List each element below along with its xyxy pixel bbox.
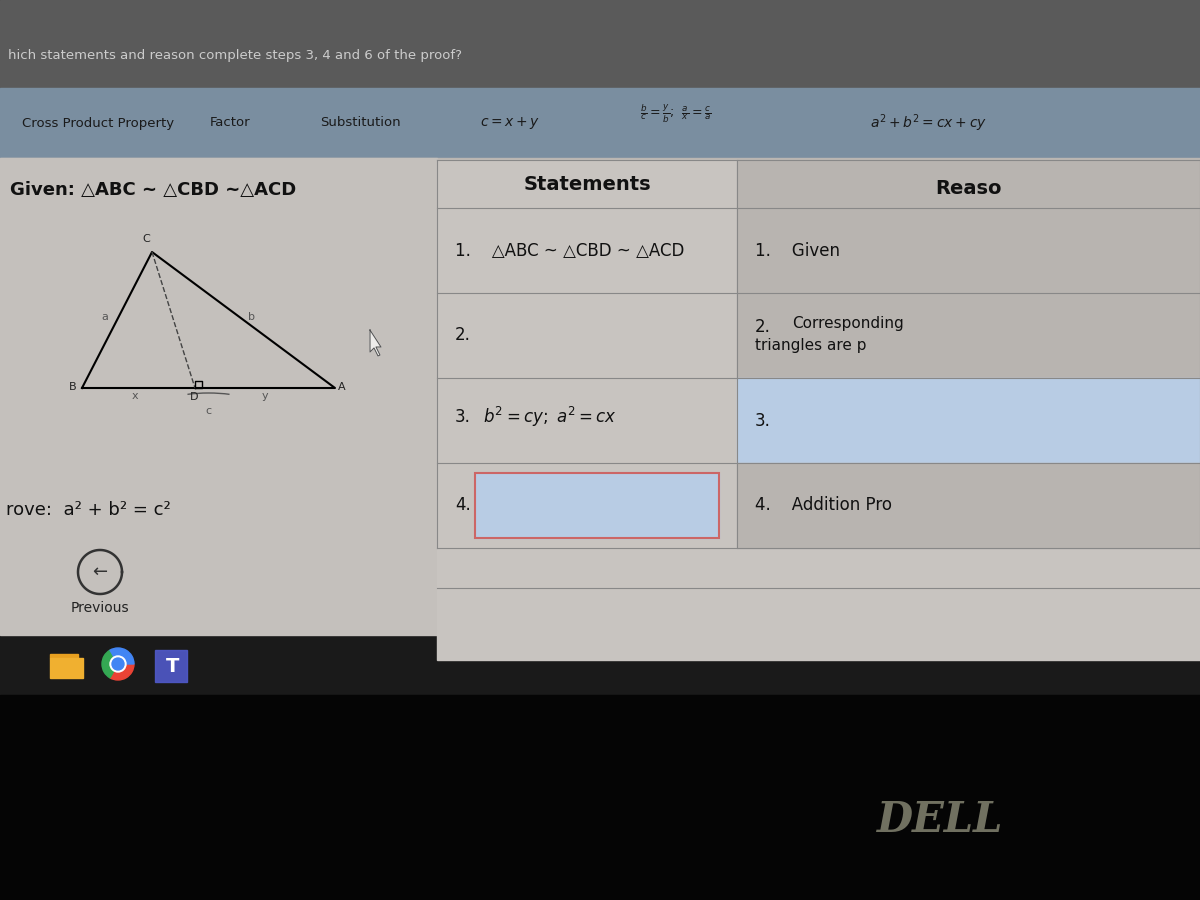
Bar <box>437 293 737 378</box>
Text: $\frac{b}{c} = \frac{y}{b}$;  $\frac{a}{x} = \frac{c}{a}$: $\frac{b}{c} = \frac{y}{b}$; $\frac{a}{x… <box>640 103 712 125</box>
Bar <box>50 654 78 658</box>
Bar <box>437 463 737 548</box>
Text: Corresponding: Corresponding <box>792 316 904 331</box>
Text: Previous: Previous <box>71 601 130 615</box>
Bar <box>0 635 1200 695</box>
Bar <box>0 0 1200 88</box>
Text: x: x <box>132 391 138 401</box>
Text: A: A <box>338 382 346 392</box>
Wedge shape <box>110 648 134 664</box>
Text: 3.: 3. <box>455 408 470 426</box>
Text: 2.: 2. <box>755 319 770 337</box>
Text: 3.: 3. <box>755 411 770 429</box>
Bar <box>437 160 737 208</box>
Text: a: a <box>101 312 108 322</box>
Circle shape <box>112 658 124 670</box>
Text: B: B <box>70 382 77 392</box>
Text: hich statements and reason complete steps 3, 4 and 6 of the proof?: hich statements and reason complete step… <box>8 49 462 61</box>
Text: b: b <box>248 312 256 322</box>
Wedge shape <box>110 664 134 680</box>
Text: $b^2 = cy;\ a^2 = cx$: $b^2 = cy;\ a^2 = cx$ <box>482 404 617 428</box>
Bar <box>737 208 1200 293</box>
Text: c: c <box>205 406 211 416</box>
Text: D: D <box>190 392 198 402</box>
Text: Reaso: Reaso <box>935 179 1002 198</box>
Text: Cross Product Property: Cross Product Property <box>22 116 174 130</box>
Text: triangles are p: triangles are p <box>755 338 866 353</box>
Bar <box>0 158 1200 635</box>
Bar <box>0 88 1200 158</box>
Bar <box>437 378 737 463</box>
Circle shape <box>110 656 126 672</box>
Bar <box>737 463 1200 548</box>
Text: Factor: Factor <box>210 116 251 130</box>
Bar <box>737 293 1200 378</box>
Bar <box>0 158 437 635</box>
Polygon shape <box>370 330 382 356</box>
Text: Statements: Statements <box>523 175 650 194</box>
Text: $c = x + y$: $c = x + y$ <box>480 115 540 131</box>
Text: 4.    Addition Pro: 4. Addition Pro <box>755 497 892 515</box>
Text: C: C <box>142 234 150 244</box>
Text: rove:  a² + b² = c²: rove: a² + b² = c² <box>6 501 170 519</box>
Text: y: y <box>262 391 269 401</box>
Bar <box>475 473 719 538</box>
Bar <box>437 208 737 293</box>
Bar <box>437 160 1200 660</box>
Text: 1.    △ABC ~ △CBD ~ △ACD: 1. △ABC ~ △CBD ~ △ACD <box>455 241 684 259</box>
Text: ←: ← <box>92 563 108 581</box>
Text: Given: △ABC ~ △CBD ~△ACD: Given: △ABC ~ △CBD ~△ACD <box>10 181 296 199</box>
Text: DELL: DELL <box>877 799 1003 841</box>
Bar <box>475 473 719 538</box>
Bar <box>0 695 1200 900</box>
Text: $a^2 + b^2 = cx + cy$: $a^2 + b^2 = cx + cy$ <box>870 112 988 134</box>
Text: 1.    Given: 1. Given <box>755 241 840 259</box>
Text: 2.: 2. <box>455 327 470 345</box>
Text: 4.: 4. <box>455 497 470 515</box>
Wedge shape <box>102 650 118 678</box>
Text: Substitution: Substitution <box>320 116 401 130</box>
Bar <box>155 650 187 682</box>
Text: T: T <box>167 656 180 676</box>
Bar <box>737 378 1200 463</box>
Bar <box>50 658 83 678</box>
Bar <box>737 160 1200 208</box>
